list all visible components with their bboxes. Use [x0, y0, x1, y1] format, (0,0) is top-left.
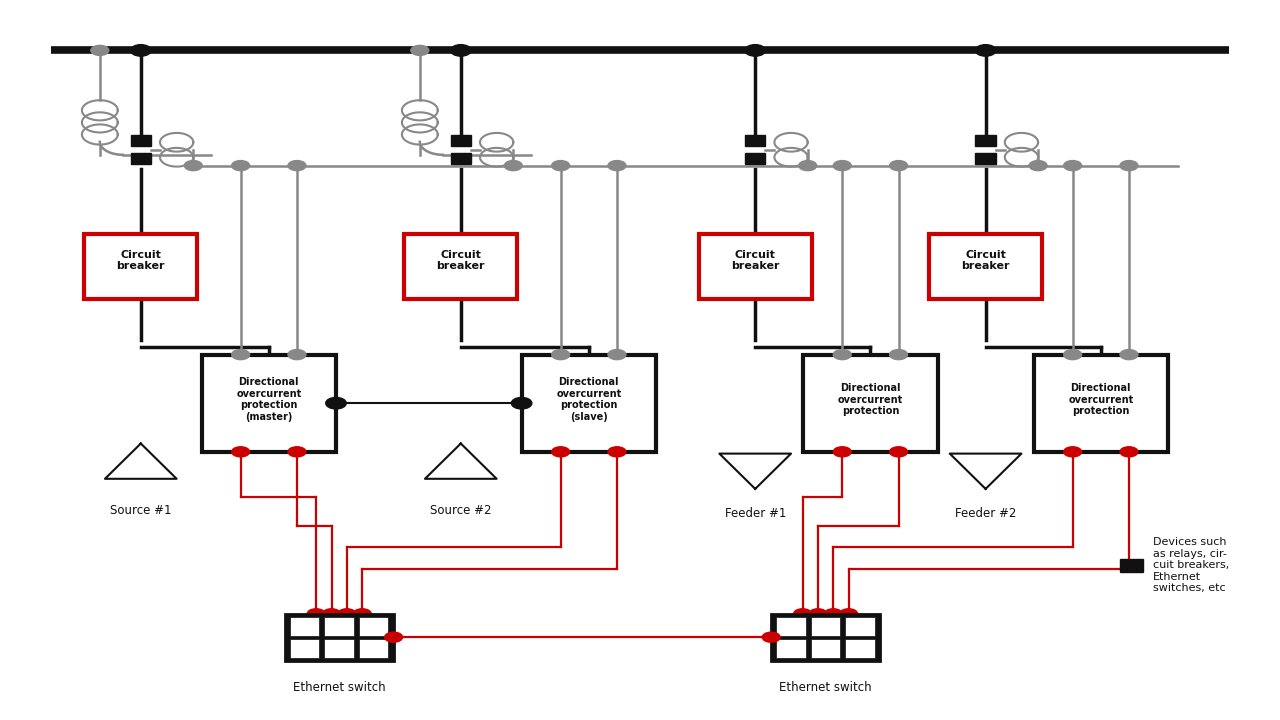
- Circle shape: [288, 349, 306, 360]
- Circle shape: [288, 161, 306, 171]
- Text: Source #2: Source #2: [430, 504, 492, 517]
- Circle shape: [890, 446, 908, 457]
- Text: Directional
overcurrent
protection
(master): Directional overcurrent protection (mast…: [237, 377, 301, 422]
- Text: Ethernet switch: Ethernet switch: [780, 681, 872, 694]
- Circle shape: [762, 632, 781, 642]
- Circle shape: [1120, 446, 1138, 457]
- Bar: [451, 153, 471, 164]
- FancyBboxPatch shape: [812, 639, 841, 658]
- Bar: [1120, 559, 1143, 572]
- Text: Directional
overcurrent
protection
(slave): Directional overcurrent protection (slav…: [557, 377, 621, 422]
- Circle shape: [325, 397, 346, 409]
- Circle shape: [1064, 349, 1082, 360]
- Bar: [975, 135, 996, 146]
- Circle shape: [833, 446, 851, 457]
- Bar: [975, 153, 996, 164]
- Circle shape: [552, 349, 570, 360]
- Circle shape: [1120, 161, 1138, 171]
- Circle shape: [833, 161, 851, 171]
- Circle shape: [512, 397, 532, 409]
- Bar: [131, 135, 151, 146]
- Circle shape: [840, 608, 858, 618]
- Text: Circuit
breaker: Circuit breaker: [731, 250, 780, 271]
- Text: Circuit
breaker: Circuit breaker: [961, 250, 1010, 271]
- Text: Devices such
as relays, cir-
cuit breakers,
Ethernet
switches, etc: Devices such as relays, cir- cuit breake…: [1153, 537, 1230, 593]
- FancyBboxPatch shape: [804, 355, 937, 452]
- FancyBboxPatch shape: [776, 616, 806, 636]
- Text: Circuit
breaker: Circuit breaker: [436, 250, 485, 271]
- Circle shape: [307, 608, 325, 618]
- Text: Feeder #1: Feeder #1: [724, 507, 786, 520]
- Circle shape: [745, 45, 765, 56]
- Circle shape: [608, 349, 626, 360]
- Circle shape: [232, 446, 250, 457]
- Circle shape: [411, 45, 429, 55]
- Circle shape: [232, 349, 250, 360]
- FancyBboxPatch shape: [846, 639, 876, 658]
- Circle shape: [890, 349, 908, 360]
- FancyBboxPatch shape: [291, 639, 320, 658]
- FancyBboxPatch shape: [846, 616, 876, 636]
- Circle shape: [504, 161, 522, 171]
- Circle shape: [833, 349, 851, 360]
- Circle shape: [794, 608, 812, 618]
- Circle shape: [131, 45, 151, 56]
- Bar: [745, 135, 765, 146]
- Text: Source #1: Source #1: [110, 504, 172, 517]
- Circle shape: [824, 608, 842, 618]
- Bar: [451, 135, 471, 146]
- FancyBboxPatch shape: [404, 234, 517, 299]
- Text: Feeder #2: Feeder #2: [955, 507, 1016, 520]
- Circle shape: [184, 161, 202, 171]
- Text: Directional
overcurrent
protection: Directional overcurrent protection: [838, 383, 902, 416]
- FancyBboxPatch shape: [325, 639, 353, 658]
- Circle shape: [799, 161, 817, 171]
- Circle shape: [608, 161, 626, 171]
- FancyBboxPatch shape: [84, 234, 197, 299]
- Circle shape: [338, 608, 356, 618]
- Circle shape: [1120, 349, 1138, 360]
- Circle shape: [1064, 161, 1082, 171]
- Circle shape: [353, 608, 371, 618]
- Circle shape: [451, 45, 471, 56]
- FancyBboxPatch shape: [285, 613, 394, 661]
- FancyBboxPatch shape: [812, 616, 841, 636]
- Circle shape: [385, 632, 402, 642]
- FancyBboxPatch shape: [1034, 355, 1169, 452]
- FancyBboxPatch shape: [699, 234, 812, 299]
- Circle shape: [890, 161, 908, 171]
- Circle shape: [1029, 161, 1047, 171]
- Text: Circuit
breaker: Circuit breaker: [116, 250, 165, 271]
- Bar: [745, 153, 765, 164]
- FancyBboxPatch shape: [358, 639, 389, 658]
- Circle shape: [232, 161, 250, 171]
- Circle shape: [91, 45, 109, 55]
- Circle shape: [323, 608, 340, 618]
- Text: Directional
overcurrent
protection: Directional overcurrent protection: [1069, 383, 1133, 416]
- FancyBboxPatch shape: [202, 355, 335, 452]
- FancyBboxPatch shape: [358, 616, 389, 636]
- FancyBboxPatch shape: [325, 616, 353, 636]
- Text: Ethernet switch: Ethernet switch: [293, 681, 385, 694]
- Circle shape: [975, 45, 996, 56]
- FancyBboxPatch shape: [771, 613, 881, 661]
- Circle shape: [1064, 446, 1082, 457]
- FancyBboxPatch shape: [929, 234, 1042, 299]
- FancyBboxPatch shape: [291, 616, 320, 636]
- Circle shape: [608, 446, 626, 457]
- Circle shape: [552, 446, 570, 457]
- Bar: [131, 153, 151, 164]
- FancyBboxPatch shape: [522, 355, 657, 452]
- Circle shape: [809, 608, 827, 618]
- Circle shape: [288, 446, 306, 457]
- FancyBboxPatch shape: [776, 639, 806, 658]
- Circle shape: [552, 161, 570, 171]
